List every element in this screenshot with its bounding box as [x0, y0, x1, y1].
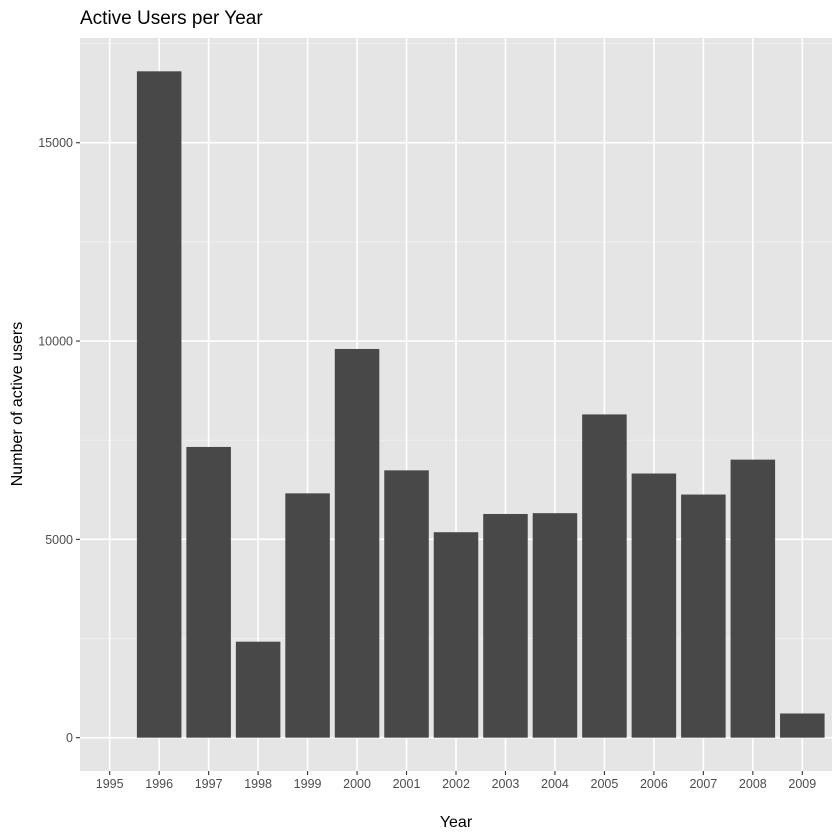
x-axis-ticks: 1995 1996 1997 1998 1999 2000 2001 2002 2003 2004… — [96, 771, 816, 791]
bars — [136, 71, 825, 738]
x-tick-label: 2009 — [788, 777, 816, 791]
y-tick-label: 10000 — [38, 335, 73, 349]
bar-1997 — [186, 446, 231, 738]
y-tick-label: 15000 — [38, 136, 73, 150]
bar-2005 — [582, 414, 627, 738]
x-tick-label: 2001 — [393, 777, 421, 791]
bar-1996 — [136, 71, 182, 738]
bar-2001 — [384, 470, 429, 738]
bar-2004 — [532, 513, 578, 738]
bar-2008 — [730, 459, 776, 738]
x-tick-label: 2002 — [442, 777, 470, 791]
x-tick-label: 1995 — [96, 777, 124, 791]
bar-2009 — [780, 713, 825, 738]
bar-1998 — [235, 641, 281, 738]
y-tick-label: 5000 — [45, 533, 73, 547]
x-tick-label: 1996 — [145, 777, 173, 791]
bar-2007 — [681, 494, 726, 738]
x-tick-label: 2004 — [541, 777, 569, 791]
x-tick-label: 1997 — [195, 777, 223, 791]
bar-2000 — [334, 348, 380, 738]
y-axis-title: Number of active users — [9, 322, 26, 487]
y-axis-ticks: 0 5000 10000 15000 — [38, 136, 80, 745]
x-tick-label: 2005 — [591, 777, 619, 791]
bar-2006 — [631, 473, 677, 738]
x-tick-label: 1999 — [294, 777, 322, 791]
x-tick-label: 1998 — [244, 777, 272, 791]
x-axis-title: Year — [440, 814, 473, 831]
x-tick-label: 2000 — [343, 777, 371, 791]
bar-2002 — [433, 532, 479, 738]
bar-2003 — [483, 513, 528, 738]
y-tick-label: 0 — [66, 731, 73, 745]
x-tick-label: 2003 — [492, 777, 520, 791]
x-tick-label: 2006 — [640, 777, 668, 791]
x-tick-label: 2007 — [689, 777, 717, 791]
chart-title: Active Users per Year — [80, 8, 263, 29]
x-tick-label: 2008 — [739, 777, 767, 791]
bar-1999 — [285, 493, 330, 738]
